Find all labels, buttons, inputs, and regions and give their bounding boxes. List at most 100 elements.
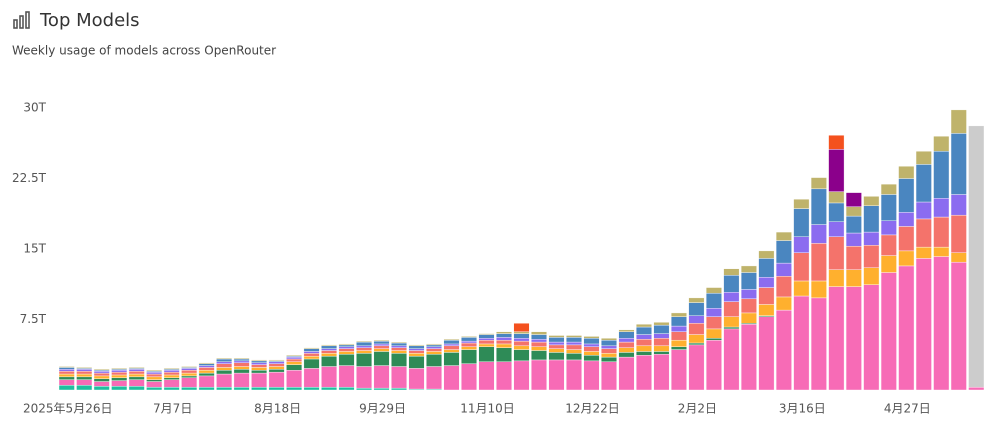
bar-segment [898,166,915,179]
bar-segment [181,377,198,388]
bar-segment [146,376,163,380]
bar-segment [268,386,285,391]
bar-segment [688,297,705,303]
bar-segment [863,205,880,233]
bar-segment [163,371,180,376]
bar-segment [601,339,617,347]
bar-segment [670,346,687,350]
bar-segment [321,353,338,357]
bar-segment [443,349,460,353]
bar-segment [531,346,547,351]
bar-segment [251,386,268,391]
bar-segment [863,245,880,269]
bar-segment [128,367,145,369]
bar-segment [968,125,985,388]
bar-segment [915,246,932,259]
bar-segment [705,339,722,391]
bar-segment [828,149,845,192]
y-tick-label: 22.5T [12,171,47,185]
bar-segment [356,341,373,347]
bar-segment [58,385,75,391]
bar-segment [251,370,268,374]
bar-segment [216,386,233,391]
bar-segment [863,284,880,391]
bar-segment [635,339,652,347]
bar-segment [548,359,565,391]
bar-segment [740,289,757,300]
bar-segment [408,345,425,349]
bar-segment [635,355,652,391]
bar-segment [111,370,128,373]
bar-segment [373,348,390,352]
bar-segment [443,343,460,347]
bar-segment [548,344,565,349]
bar-segment [181,372,198,377]
bar-segment [583,351,600,356]
bar-segment [286,361,303,365]
bar-segment [58,371,75,375]
bar-segment [93,371,110,374]
bar-segment [251,367,268,371]
bar-segment [566,341,582,346]
bar-segment [146,370,163,372]
bar-segment [373,340,390,345]
bar-segment [775,309,792,391]
bar-segment [198,372,215,377]
bar-segment [583,360,600,391]
bar-segment [828,236,845,270]
bar-segment [93,372,110,377]
bar-segment [426,344,442,347]
bar-segment [496,339,512,345]
bar-segment [933,198,950,218]
bar-segment [618,331,635,339]
bar-segment [216,367,233,371]
bar-segment [408,353,425,357]
bar-segment [391,387,408,391]
bar-segment [915,201,932,220]
bar-segment [496,343,512,348]
bar-segment [513,340,530,347]
bar-segment [356,340,373,343]
bar-segment [705,316,722,330]
bar-segment [93,378,110,382]
bar-segment [618,338,635,343]
bar-segment [146,381,163,388]
bar-segment [373,343,390,347]
bar-segment [828,269,845,287]
bar-segment [198,365,215,368]
bar-segment [251,360,268,363]
bar-segment [268,359,285,362]
bar-segment [688,344,705,391]
bar-segment [163,368,180,370]
bar-segment [303,386,320,391]
bar-segment [181,370,198,374]
bar-segment [93,369,110,371]
bar-segment [601,338,617,341]
bar-segment [968,386,985,391]
bar-segment [443,339,460,345]
bar-segment [705,328,722,339]
bar-segment [810,188,827,225]
bar-segment [705,287,722,294]
bar-segment [163,374,180,378]
bar-segment [338,354,355,366]
bar-segment [618,356,635,391]
bar-segment [513,349,530,362]
bar-segment [76,376,93,380]
bar-segment [268,371,285,388]
bar-segment [880,183,897,195]
bar-segment [391,366,408,389]
bar-segment [443,339,460,341]
bar-segment [391,353,408,367]
bar-segment [740,272,757,290]
bar-segment [286,386,303,391]
bar-segment [635,351,652,356]
bar-segment [128,371,145,375]
bar-segment [461,336,477,338]
bar-segment [513,345,530,350]
bar-segment [286,358,303,363]
bar-segment [723,328,740,391]
bar-segment [356,345,373,348]
bar-segment [251,362,268,365]
